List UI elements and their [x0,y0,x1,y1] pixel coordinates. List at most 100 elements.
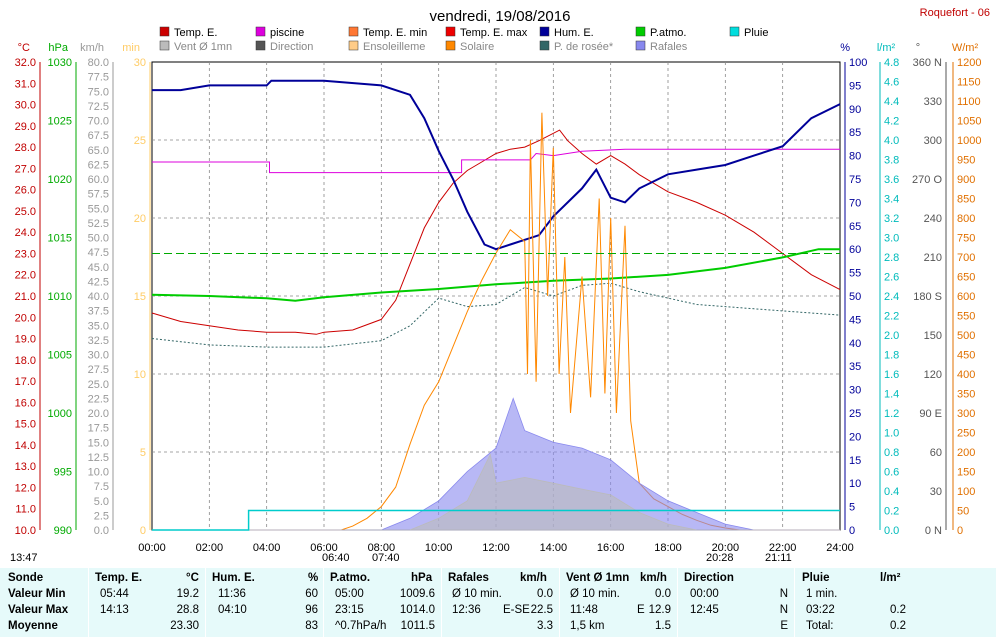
legend-label: Ensoleilleme [363,41,425,53]
legend-swatch [348,26,359,37]
x-tick-label: 18:00 [654,542,682,554]
axis-tick-label: 10.0 [15,525,36,537]
summary-cell-dir-time: 12:45 [690,604,719,616]
header-sonde: Sonde [8,572,44,584]
axis-tick-label: 4.0 [884,135,899,147]
axis-tick-label: 450 [957,350,975,362]
axis-tick-label: 1005 [48,350,72,362]
axis-tick-label: 70 [849,197,861,209]
axis-tick-label: 30.0 [88,350,109,362]
legend-label: P.atmo. [650,27,687,39]
axis-tick-label: 25.0 [15,206,36,218]
legend-label: Solaire [460,41,494,53]
axis-tick-label: 24.0 [15,227,36,239]
summary-cell-hum-val: 60 [305,588,318,600]
axis-tick-label: 2.2 [884,311,899,323]
axis-tick-label: 2.5 [94,510,109,522]
axis-tick-label: 27.0 [15,163,36,175]
axis-tick-label: 0.8 [884,447,899,459]
x-tick-label: 08:00 [368,542,396,554]
axis-tick-label: 27.5 [88,364,109,376]
axis-tick-label: 1.6 [884,369,899,381]
legend-label: Vent Ø 1mn [174,41,232,53]
x-tick-label: 22:00 [769,542,797,554]
axis-tick-label: 65 [849,221,861,233]
axis-tick-label: 12.5 [88,452,109,464]
summary-cell-hum-time: 04:10 [218,604,247,616]
axis-tick-label: 0 N [925,525,942,537]
summary-cell-raf-val: 3.3 [537,620,553,632]
axis-tick-label: 22.5 [88,393,109,405]
axis-tick-label: 1.4 [884,389,899,401]
axis-tick-label: 0.2 [884,506,899,518]
noon-time: 13:47 [10,552,38,564]
weather-chart: vendredi, 19/08/2016 Roquefort - 06 Temp… [10,7,990,564]
summary-cell-label: Valeur Max [8,604,69,616]
series-rafales [152,397,840,531]
axis-tick-label: 45 [849,314,861,326]
summary-cell-pluie-time: 03:22 [806,604,835,616]
station-name: Roquefort - 06 [920,7,990,19]
legend-swatch [255,26,266,37]
unit-temp: °C [18,42,30,54]
axis-tick-label: 1.0 [884,428,899,440]
axis-tick-label: 400 [957,369,975,381]
axis-tick-label: 40.0 [88,291,109,303]
legend-swatch [635,26,646,37]
axis-tick-label: 95 [849,80,861,92]
header-pluie-unit: l/m² [880,572,901,584]
legend-label: Pluie [744,27,768,39]
axis-tick-label: 57.5 [88,189,109,201]
col-separator [559,568,560,637]
unit-kmh: km/h [80,42,104,54]
sunset-time: 20:28 [706,552,734,564]
axis-tick-label: 990 [54,525,72,537]
axis-tick-label: 25.0 [88,379,109,391]
axis-tick-label: 3.4 [884,194,899,206]
axis-tick-label: 0 [849,525,855,537]
axis-tick-label: 1015 [48,233,72,245]
unit-min: min [122,42,140,54]
axis-tick-label: 360 N [913,57,942,69]
axis-tick-label: 40 [849,338,861,350]
axis-tick-label: 28.0 [15,142,36,154]
axis-tick-label: 10.0 [88,467,109,479]
legend-label: piscine [270,27,304,39]
axis-tick-label: 90 E [919,408,942,420]
axis-tick-label: 67.5 [88,130,109,142]
legend-label: P. de rosée* [554,41,614,53]
axis-tick-label: 2.0 [884,330,899,342]
axis-tick-label: 1000 [957,135,981,147]
legend-label: Temp. E. min [363,27,427,39]
axis-tick-label: 3.2 [884,213,899,225]
summary-cell-pluie-time: 1 min. [806,588,838,600]
summary-cell-dir-val: N [779,588,788,600]
legend-label: Temp. E. max [460,27,528,39]
axis-tick-label: 7.5 [94,481,109,493]
axis-tick-label: 2.6 [884,272,899,284]
axis-tick-label: 1020 [48,174,72,186]
axis-tick-label: 250 [957,428,975,440]
x-tick-label: 04:00 [253,542,281,554]
summary-cell-hum-val: 83 [305,620,318,632]
legend-label: Rafales [650,41,688,53]
series-pluie [152,509,840,531]
sunrise-time: 06:40 [322,552,350,564]
summary-cell-p-val: 1009.6 [399,588,435,600]
axis-tick-label: 5.0 [94,496,109,508]
axis-tick-label: 13.0 [15,461,36,473]
sunset-marker-time: 21:11 [765,552,792,564]
axis-tick-label: 20 [134,213,146,225]
col-separator [323,568,324,637]
x-tick-label: 00:00 [138,542,166,554]
summary-cell-vent-val: 0.0 [655,588,671,600]
axis-tick-label: 1100 [957,96,981,108]
axis-tick-label: 3.0 [884,233,899,245]
axis-tick-label: 15.0 [88,437,109,449]
summary-cell-p-time: 23:15 [335,604,364,616]
axis-tick-label: 150 [924,330,942,342]
legend-swatch [635,40,646,51]
axis-tick-label: 900 [957,174,975,186]
summary-cell-pluie-time: Total: [806,620,834,632]
axis-tick-label: 2.4 [884,291,899,303]
